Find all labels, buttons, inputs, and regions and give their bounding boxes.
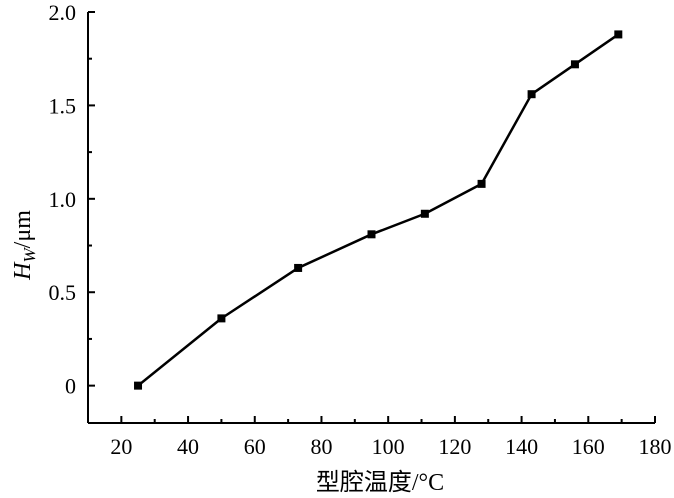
- x-axis-title: 型腔温度/°C: [316, 469, 444, 496]
- y-axis-title: HW/μm: [10, 210, 39, 281]
- data-point: [294, 263, 303, 272]
- y-tick-label: 2.0: [49, 0, 77, 25]
- data-point: [477, 179, 486, 188]
- data-point: [570, 60, 579, 69]
- y-axis-ticks: 0 0.5 1.0 1.5 2.0: [49, 0, 95, 399]
- x-tick-label: 120: [438, 434, 471, 459]
- axes: [87, 12, 655, 424]
- y-tick-label: 1.5: [49, 93, 77, 118]
- data-point: [134, 381, 143, 390]
- y-axis-title-unit: /μm: [10, 210, 36, 249]
- x-axis-ticks: 20 40 60 80 100 120 140 160 180: [110, 416, 672, 459]
- x-tick-label: 60: [244, 434, 266, 459]
- x-tick-label: 40: [177, 434, 199, 459]
- x-tick-label: 140: [505, 434, 538, 459]
- y-tick-label: 0.5: [49, 280, 77, 305]
- data-point: [527, 90, 536, 99]
- x-tick-label: 160: [572, 434, 605, 459]
- series-line: [137, 33, 620, 387]
- x-tick-label: 80: [310, 434, 332, 459]
- x-tick-label: 100: [372, 434, 405, 459]
- y-axis-title-main: H: [10, 261, 36, 281]
- data-point: [217, 314, 226, 323]
- data-point: [614, 30, 623, 39]
- y-tick-label: 1.0: [49, 187, 77, 212]
- data-point: [367, 230, 376, 239]
- x-tick-label: 180: [639, 434, 672, 459]
- y-axis-title-subscript: W: [20, 247, 39, 263]
- y-tick-label: 0: [65, 374, 76, 399]
- series-group: [134, 30, 623, 390]
- data-point: [420, 209, 429, 218]
- x-tick-label: 20: [110, 434, 132, 459]
